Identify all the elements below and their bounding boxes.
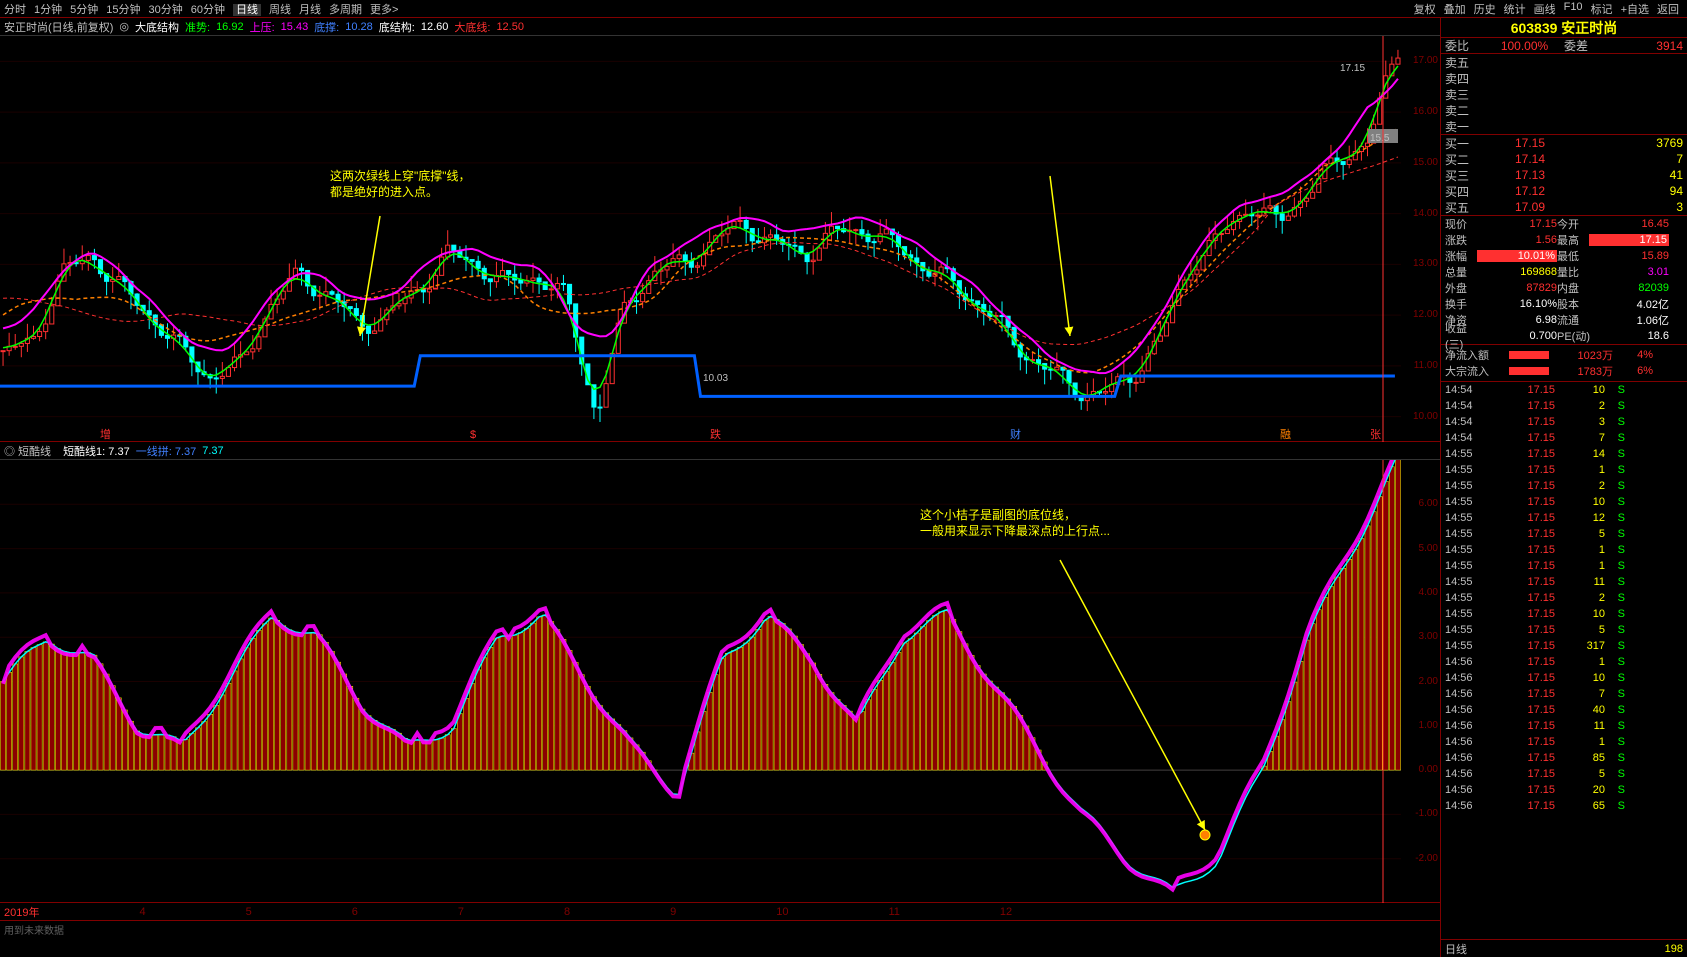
tf-分时[interactable]: 分时: [4, 4, 26, 16]
tick-row: 14:5617.1510S: [1441, 670, 1687, 686]
tool-+自选[interactable]: +自选: [1621, 1, 1649, 17]
tf-5分钟[interactable]: 5分钟: [70, 4, 98, 16]
svg-text:增: 增: [100, 427, 111, 441]
sub-chart-header: ◎ 短酷线短酷线1: 7.37一线拼: 7.377.37: [0, 442, 1440, 460]
tf-1分钟[interactable]: 1分钟: [34, 4, 62, 16]
quote-row: 涨幅10.01%最低15.89: [1441, 248, 1687, 264]
quote-row: 涨跌1.56最高17.15: [1441, 232, 1687, 248]
quote-row: 现价17.15今开16.45: [1441, 216, 1687, 232]
tf-15分钟[interactable]: 15分钟: [106, 4, 140, 16]
tick-row: 14:5417.153S: [1441, 414, 1687, 430]
tick-list[interactable]: 14:5417.1510S14:5417.152S14:5417.153S14:…: [1441, 382, 1687, 939]
svg-text:跌: 跌: [710, 427, 721, 441]
tf-更多>[interactable]: 更多>: [370, 4, 398, 16]
tool-统计[interactable]: 统计: [1504, 1, 1526, 17]
tick-row: 14:5617.151S: [1441, 734, 1687, 750]
ask-row: 卖二: [1441, 102, 1687, 118]
flow-row: 大宗流入1783万6%: [1445, 363, 1683, 379]
quote-panel: 现价17.15今开16.45涨跌1.56最高17.15涨幅10.01%最低15.…: [1441, 216, 1687, 345]
svg-text:$: $: [470, 429, 476, 441]
sub-indicator-chart[interactable]: ◎ 短酷线短酷线1: 7.37一线拼: 7.377.37 -2.00-1.000…: [0, 442, 1440, 903]
svg-text:融: 融: [1280, 428, 1291, 441]
tf-60分钟[interactable]: 60分钟: [191, 4, 225, 16]
ask-row: 卖五: [1441, 54, 1687, 70]
tf-30分钟[interactable]: 30分钟: [149, 4, 183, 16]
ask-row: 卖一: [1441, 118, 1687, 134]
bid-row: 买五17.093: [1441, 199, 1687, 215]
tick-row: 14:5417.152S: [1441, 398, 1687, 414]
tick-row: 14:5517.1512S: [1441, 510, 1687, 526]
tick-row: 14:5617.151S: [1441, 654, 1687, 670]
tick-row: 14:5417.1510S: [1441, 382, 1687, 398]
svg-text:15.5: 15.5: [1370, 133, 1390, 144]
quote-row: 总量169868量比3.01: [1441, 264, 1687, 280]
tick-row: 14:5617.157S: [1441, 686, 1687, 702]
tool-画线[interactable]: 画线: [1534, 1, 1556, 17]
svg-text:张: 张: [1370, 428, 1381, 441]
tf-周线[interactable]: 周线: [269, 4, 291, 16]
tick-row: 14:5517.155S: [1441, 526, 1687, 542]
time-axis: 2019年456789101112: [0, 903, 1440, 921]
tick-row: 14:5617.1585S: [1441, 750, 1687, 766]
tool-叠加[interactable]: 叠加: [1444, 1, 1466, 17]
tick-row: 14:5517.155S: [1441, 622, 1687, 638]
tick-row: 14:5517.152S: [1441, 478, 1687, 494]
tick-row: 14:5517.1510S: [1441, 494, 1687, 510]
main-kline-chart[interactable]: 安正时尚(日线,前复权)◎大底结构准势:16.92上压:15.43底撑:10.2…: [0, 18, 1440, 442]
tool-复权[interactable]: 复权: [1414, 1, 1436, 17]
svg-text:10.03: 10.03: [703, 373, 728, 384]
tf-多周期[interactable]: 多周期: [329, 4, 362, 16]
tick-row: 14:5517.151S: [1441, 542, 1687, 558]
timeframe-menu: 分时 1分钟 5分钟 15分钟 30分钟 60分钟日线周线月线多周期更多> 复权叠加历史统…: [0, 0, 1687, 18]
tool-返回[interactable]: 返回: [1657, 1, 1679, 17]
tick-row: 14:5617.155S: [1441, 766, 1687, 782]
tick-row: 14:5517.15317S: [1441, 638, 1687, 654]
quote-row: 净资6.98流通1.06亿: [1441, 312, 1687, 328]
money-flow: 净流入额1023万4%大宗流入1783万6%: [1441, 345, 1687, 382]
tool-标记[interactable]: 标记: [1591, 1, 1613, 17]
tf-月线[interactable]: 月线: [299, 4, 321, 16]
bid-row: 买一17.153769: [1441, 135, 1687, 151]
tick-row: 14:5517.1511S: [1441, 574, 1687, 590]
tool-历史[interactable]: 历史: [1474, 1, 1496, 17]
bid-row: 买三17.1341: [1441, 167, 1687, 183]
flow-row: 净流入额1023万4%: [1445, 347, 1683, 363]
tick-row: 14:5517.1510S: [1441, 606, 1687, 622]
annotation-entry-points: 这两次绿线上穿"底撑"线，都是绝好的进入点。: [330, 168, 471, 200]
ask-row: 卖三: [1441, 86, 1687, 102]
bid-row: 买二17.147: [1441, 151, 1687, 167]
annotation-bottom-line: 这个小桔子是副图的底位线，一般用来显示下降最深点的上行点...: [920, 507, 1110, 539]
svg-text:17.15: 17.15: [1340, 63, 1365, 74]
tick-row: 14:5517.151S: [1441, 558, 1687, 574]
main-chart-header: 安正时尚(日线,前复权)◎大底结构准势:16.92上压:15.43底撑:10.2…: [0, 18, 1440, 36]
quote-row: 外盘87829内盘82039: [1441, 280, 1687, 296]
stock-title[interactable]: 603839 安正时尚: [1441, 18, 1687, 38]
side-status: 日线 198: [1441, 939, 1687, 957]
tick-row: 14:5517.152S: [1441, 590, 1687, 606]
quote-row: 换手16.10%股本4.02亿: [1441, 296, 1687, 312]
ask-row: 卖四: [1441, 70, 1687, 86]
tick-row: 14:5617.1511S: [1441, 718, 1687, 734]
tf-日线[interactable]: 日线: [233, 4, 261, 16]
bid-row: 买四17.1294: [1441, 183, 1687, 199]
order-book: 委比100.00%委差3914卖五卖四卖三卖二卖一买一17.153769买二17…: [1441, 38, 1687, 216]
quote-row: 收益(三)0.700PE(动)18.6: [1441, 328, 1687, 344]
tool-F10[interactable]: F10: [1564, 1, 1583, 17]
svg-text:财: 财: [1010, 427, 1021, 441]
future-data-note: 用到未来数据: [4, 922, 64, 937]
tick-row: 14:5517.1514S: [1441, 446, 1687, 462]
tick-row: 14:5417.157S: [1441, 430, 1687, 446]
tick-row: 14:5617.1520S: [1441, 782, 1687, 798]
tick-row: 14:5517.151S: [1441, 462, 1687, 478]
tick-row: 14:5617.1565S: [1441, 798, 1687, 814]
tick-row: 14:5617.1540S: [1441, 702, 1687, 718]
